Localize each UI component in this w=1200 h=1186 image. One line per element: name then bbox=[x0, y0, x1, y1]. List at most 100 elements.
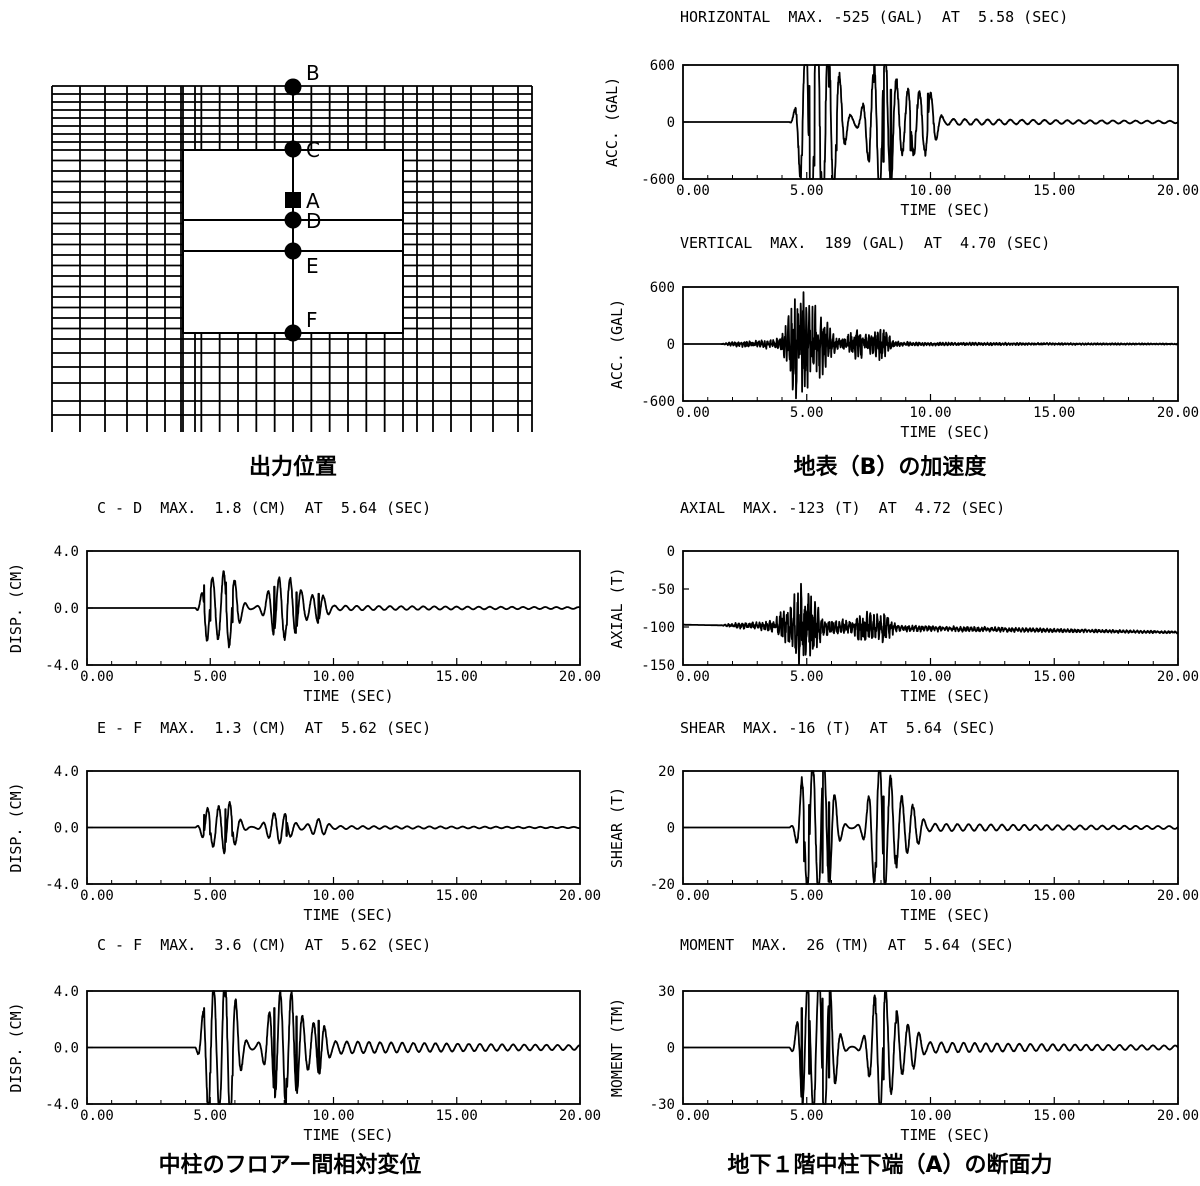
x-tick-label: 5.00 bbox=[790, 405, 824, 421]
x-tick-label: 5.00 bbox=[790, 888, 824, 904]
x-axis-label: TIME (SEC) bbox=[303, 1126, 393, 1144]
x-tick-label: 20.00 bbox=[559, 888, 601, 904]
x-tick-label: 10.00 bbox=[312, 888, 354, 904]
x-tick-label: 0.00 bbox=[676, 183, 710, 199]
point-marker-circle bbox=[284, 242, 302, 260]
point-marker-circle bbox=[284, 324, 302, 342]
y-tick-label: -50 bbox=[650, 582, 675, 598]
y-axis-label: MOMENT (TM) bbox=[608, 998, 626, 1097]
chart-title: AXIAL MAX. -123 (T) AT 4.72 (SEC) bbox=[680, 499, 1005, 517]
y-tick-label: -600 bbox=[641, 172, 675, 188]
chart-1: VERTICAL MAX. 189 (GAL) AT 4.70 (SEC) 0.0… bbox=[608, 234, 1199, 441]
y-tick-label: 4.0 bbox=[54, 764, 79, 780]
y-tick-label: 0 bbox=[667, 115, 675, 131]
x-tick-label: 10.00 bbox=[909, 1108, 951, 1124]
y-axis-label: DISP. (CM) bbox=[7, 563, 25, 653]
mesh-caption: 出力位置 bbox=[249, 454, 337, 480]
point-label: B bbox=[306, 61, 320, 85]
x-tick-label: 5.00 bbox=[193, 888, 227, 904]
ground-acceleration-caption: 地表（B）の加速度 bbox=[794, 454, 988, 480]
y-tick-label: 0 bbox=[667, 544, 675, 560]
y-axis-label: ACC. (GAL) bbox=[608, 299, 626, 389]
x-tick-label: 5.00 bbox=[790, 669, 824, 685]
y-axis-label: DISP. (CM) bbox=[7, 782, 25, 872]
point-marker-circle bbox=[284, 140, 302, 158]
series-line bbox=[682, 582, 1179, 666]
section-force-caption: 地下１階中柱下端（A）の断面力 bbox=[727, 1152, 1052, 1178]
series-line bbox=[682, 64, 1179, 180]
y-tick-label: -4.0 bbox=[45, 877, 79, 893]
x-tick-label: 10.00 bbox=[909, 183, 951, 199]
x-tick-label: 20.00 bbox=[1157, 669, 1199, 685]
x-tick-label: 15.00 bbox=[1033, 183, 1075, 199]
y-tick-label: 0.0 bbox=[54, 601, 79, 617]
y-tick-label: 4.0 bbox=[54, 984, 79, 1000]
fem-mesh-diagram bbox=[51, 85, 533, 432]
x-tick-label: 5.00 bbox=[193, 669, 227, 685]
chart-6: C - F MAX. 3.6 (CM) AT 5.62 (SEC) 0.00 5.0… bbox=[7, 936, 601, 1144]
y-tick-label: 4.0 bbox=[54, 544, 79, 560]
chart-3: AXIAL MAX. -123 (T) AT 4.72 (SEC) 0.00 5.0… bbox=[608, 499, 1199, 705]
x-tick-label: 15.00 bbox=[1033, 1108, 1075, 1124]
time-history-charts: HORIZONTAL MAX. -525 (GAL) AT 5.58 (SEC)… bbox=[7, 8, 1199, 1144]
x-tick-label: 0.00 bbox=[80, 888, 114, 904]
x-axis-label: TIME (SEC) bbox=[900, 201, 990, 219]
chart-title: E - F MAX. 1.3 (CM) AT 5.62 (SEC) bbox=[97, 719, 431, 737]
x-axis-label: TIME (SEC) bbox=[900, 687, 990, 705]
x-tick-label: 15.00 bbox=[436, 888, 478, 904]
point-label: A bbox=[306, 189, 320, 213]
x-axis-label: TIME (SEC) bbox=[900, 906, 990, 924]
y-tick-label: -4.0 bbox=[45, 1097, 79, 1113]
x-tick-label: 20.00 bbox=[1157, 888, 1199, 904]
y-tick-label: -150 bbox=[641, 658, 675, 674]
mesh-point-labels: B C ADE F bbox=[284, 61, 321, 342]
x-tick-label: 20.00 bbox=[1157, 405, 1199, 421]
y-axis-label: DISP. (CM) bbox=[7, 1002, 25, 1092]
chart-title: C - F MAX. 3.6 (CM) AT 5.62 (SEC) bbox=[97, 936, 431, 954]
y-tick-label: -30 bbox=[650, 1097, 675, 1113]
y-axis-label: ACC. (GAL) bbox=[603, 77, 621, 167]
x-tick-label: 20.00 bbox=[1157, 1108, 1199, 1124]
y-tick-label: 0 bbox=[667, 1041, 675, 1057]
chart-4: E - F MAX. 1.3 (CM) AT 5.62 (SEC) 0.00 5.0… bbox=[7, 719, 601, 924]
chart-5: SHEAR MAX. -16 (T) AT 5.64 (SEC) 0.00 5.00… bbox=[608, 719, 1199, 924]
x-tick-label: 5.00 bbox=[790, 1108, 824, 1124]
chart-7: MOMENT MAX. 26 (TM) AT 5.64 (SEC) 0.00 5.0… bbox=[608, 936, 1199, 1144]
story-drift-caption: 中柱のフロアー間相対変位 bbox=[159, 1152, 422, 1178]
point-marker-circle bbox=[284, 78, 302, 96]
point-label: E bbox=[306, 254, 319, 278]
x-tick-label: 5.00 bbox=[193, 1108, 227, 1124]
x-tick-label: 15.00 bbox=[436, 1108, 478, 1124]
x-tick-label: 10.00 bbox=[909, 888, 951, 904]
series-line bbox=[86, 801, 581, 855]
x-axis-label: TIME (SEC) bbox=[900, 1126, 990, 1144]
x-tick-label: 20.00 bbox=[1157, 183, 1199, 199]
x-tick-label: 5.00 bbox=[790, 183, 824, 199]
y-tick-label: 600 bbox=[650, 280, 675, 296]
y-tick-label: 0 bbox=[667, 337, 675, 353]
y-tick-label: -20 bbox=[650, 877, 675, 893]
x-tick-label: 20.00 bbox=[559, 669, 601, 685]
series-line bbox=[682, 990, 1179, 1105]
y-tick-label: 0.0 bbox=[54, 821, 79, 837]
series-line bbox=[86, 570, 581, 649]
plot-frame bbox=[682, 550, 1179, 666]
point-label: F bbox=[306, 308, 318, 332]
chart-title: C - D MAX. 1.8 (CM) AT 5.64 (SEC) bbox=[97, 499, 431, 517]
point-marker-circle bbox=[284, 211, 302, 229]
point-label: D bbox=[306, 209, 321, 233]
x-axis-label: TIME (SEC) bbox=[303, 687, 393, 705]
y-axis-label: SHEAR (T) bbox=[608, 787, 626, 868]
chart-title: VERTICAL MAX. 189 (GAL) AT 4.70 (SEC) bbox=[680, 234, 1050, 252]
y-tick-label: -100 bbox=[641, 620, 675, 636]
series-line bbox=[682, 291, 1179, 400]
series-line bbox=[86, 990, 581, 1105]
point-label: C bbox=[306, 138, 320, 162]
x-tick-label: 10.00 bbox=[909, 405, 951, 421]
x-tick-label: 0.00 bbox=[676, 669, 710, 685]
x-axis-label: TIME (SEC) bbox=[900, 423, 990, 441]
y-tick-label: 600 bbox=[650, 58, 675, 74]
x-tick-label: 15.00 bbox=[1033, 888, 1075, 904]
chart-2: C - D MAX. 1.8 (CM) AT 5.64 (SEC) 0.00 5.0… bbox=[7, 499, 601, 705]
